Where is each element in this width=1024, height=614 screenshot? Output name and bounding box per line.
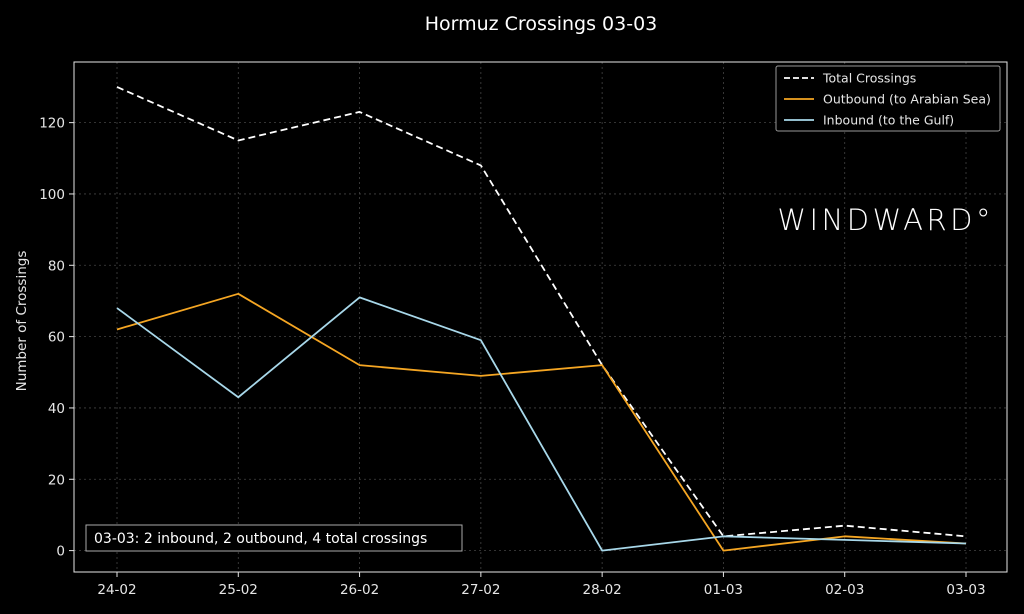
y-tick-label: 20 bbox=[48, 472, 65, 488]
y-tick-label: 60 bbox=[48, 330, 65, 346]
windward-logo: WINDWARD° bbox=[777, 203, 994, 237]
x-tick-label: 01-03 bbox=[704, 582, 743, 598]
x-tick-label: 24-02 bbox=[97, 582, 136, 598]
y-tick-label: 0 bbox=[56, 544, 65, 560]
x-tick-label: 03-03 bbox=[946, 582, 985, 598]
legend: Total Crossings Outbound (to Arabian Sea)… bbox=[775, 65, 1001, 132]
x-tick-label: 02-03 bbox=[825, 582, 864, 598]
annotation-text: 03-03: 2 inbound, 2 outbound, 4 total cr… bbox=[94, 531, 427, 547]
series-line-1 bbox=[116, 86, 967, 538]
x-tick-label: 27-02 bbox=[461, 582, 500, 598]
y-axis-ticks: 0 20 40 60 80 100 120 bbox=[39, 116, 74, 560]
y-axis-label: Number of Crossings bbox=[14, 251, 30, 392]
plot-frame bbox=[73, 61, 1008, 573]
x-tick-label: 26-02 bbox=[340, 582, 379, 598]
x-tick-label: 25-02 bbox=[219, 582, 258, 598]
chart-title: Hormuz Crossings 03-03 bbox=[425, 13, 658, 35]
annotation-box: 03-03: 2 inbound, 2 outbound, 4 total cr… bbox=[85, 524, 463, 552]
legend-label: Inbound (to the Gulf) bbox=[823, 113, 954, 128]
annotation-frame bbox=[85, 524, 463, 552]
series-group bbox=[116, 86, 967, 552]
legend-label: Total Crossings bbox=[822, 71, 916, 86]
y-tick-label: 120 bbox=[39, 116, 65, 132]
legend-label: Outbound (to Arabian Sea) bbox=[823, 92, 991, 107]
series-line-3 bbox=[116, 296, 967, 552]
x-tick-label: 28-02 bbox=[583, 582, 622, 598]
y-tick-label: 40 bbox=[48, 401, 65, 417]
axes bbox=[73, 61, 1008, 573]
y-tick-label: 100 bbox=[39, 187, 65, 203]
y-tick-label: 80 bbox=[48, 258, 65, 274]
x-axis-ticks: 24-02 25-02 26-02 27-02 28-02 01-03 02-03 03-03 bbox=[97, 572, 986, 598]
legend-frame bbox=[775, 65, 1001, 132]
